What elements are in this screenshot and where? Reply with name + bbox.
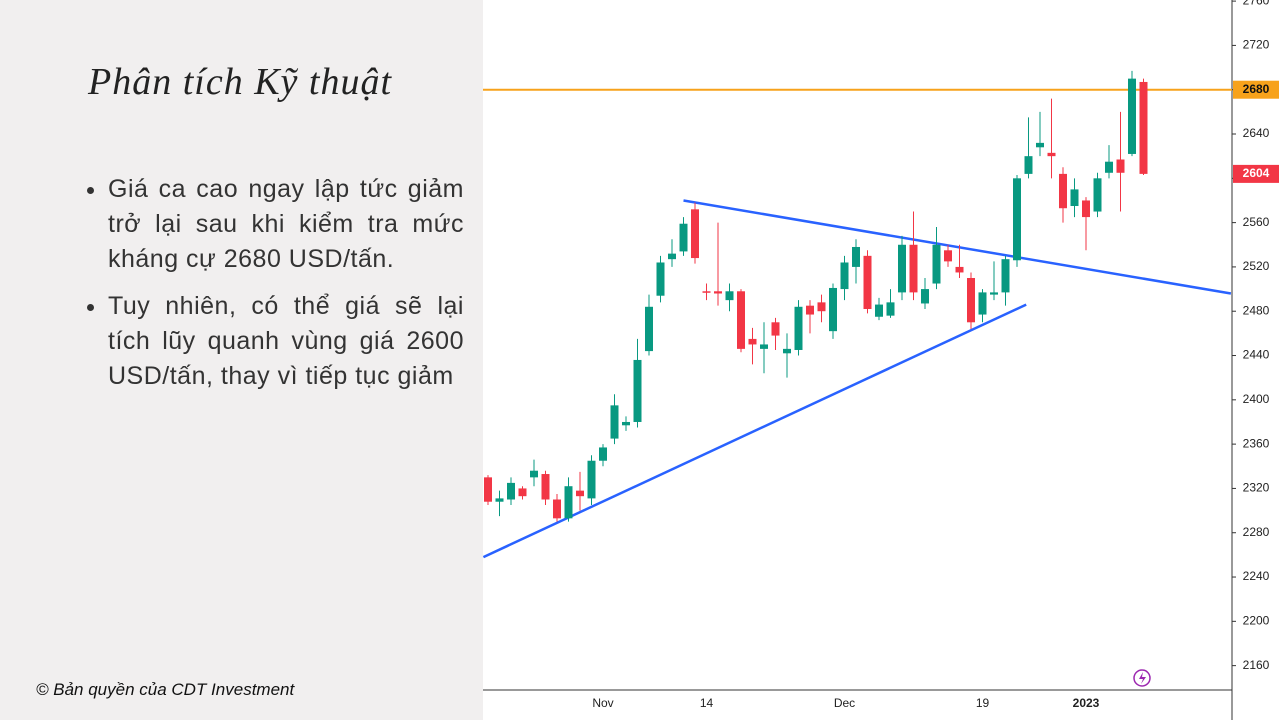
candle-body	[967, 277, 975, 323]
candle-body	[656, 262, 665, 296]
trendline	[683, 199, 1232, 295]
candle-body	[541, 474, 550, 500]
price-label-bg	[1233, 80, 1279, 99]
candle-body	[633, 359, 642, 422]
candle-body	[1139, 81, 1148, 174]
candle-body	[771, 322, 780, 336]
candle-body	[978, 292, 987, 315]
x-tick-label: 14	[700, 696, 714, 710]
candle-body	[921, 289, 929, 304]
y-tick-label: 2320	[1243, 481, 1270, 495]
candle-body	[1024, 156, 1033, 174]
y-tick-label: 2560	[1243, 215, 1270, 229]
candle-body	[610, 405, 619, 439]
candle-body	[1116, 159, 1125, 173]
candle-body	[794, 306, 803, 350]
candle-body	[944, 250, 952, 262]
candle-body	[806, 305, 814, 315]
y-tick-label: 2720	[1243, 38, 1270, 52]
slide-title: Phân tích Kỹ thuật	[88, 61, 393, 103]
price-label: 2604	[1243, 166, 1270, 180]
candle-body	[783, 348, 791, 354]
candle-body	[990, 292, 998, 295]
bullet: Giá ca cao ngay lập tức giảm trở lại sau…	[108, 172, 464, 277]
y-tick-label: 2280	[1243, 525, 1270, 539]
x-tick-label: 2023	[1073, 696, 1100, 710]
candle-body	[817, 302, 826, 312]
y-tick-label: 2240	[1243, 569, 1270, 583]
x-tick-label: 19	[976, 696, 990, 710]
candle-body	[530, 470, 538, 478]
candle-body	[518, 488, 527, 497]
y-tick-label: 2480	[1243, 303, 1270, 317]
y-tick-label: 2400	[1243, 392, 1270, 406]
candle-body	[679, 223, 688, 252]
bullet-list: Giá ca cao ngay lập tức giảm trở lại sau…	[84, 172, 464, 406]
y-tick-label: 2640	[1243, 126, 1270, 140]
trendline	[482, 303, 1027, 559]
candle-body	[829, 287, 837, 332]
candle-body	[1001, 259, 1010, 293]
candle-body	[1013, 178, 1021, 261]
candle-body	[909, 244, 918, 293]
copyright: © Bản quyền của CDT Investment	[36, 680, 295, 699]
candle-body	[852, 246, 860, 267]
candle-body	[886, 302, 895, 316]
y-tick-label: 2520	[1243, 259, 1270, 273]
bullet: Tuy nhiên, có thể giá sẽ lại tích lũy qu…	[108, 289, 464, 394]
candle-body	[714, 291, 722, 294]
y-tick-label: 2440	[1243, 348, 1270, 362]
candle-body	[932, 244, 941, 284]
y-tick-label: 2200	[1243, 614, 1270, 628]
x-tick-label: Nov	[592, 696, 613, 710]
y-tick-label: 2360	[1243, 436, 1270, 450]
candle-body	[576, 490, 584, 497]
candle-body	[1093, 178, 1102, 212]
candle-body	[1059, 173, 1067, 209]
candle-body	[1070, 189, 1079, 207]
candle-body	[599, 447, 607, 461]
candle-body	[691, 209, 699, 259]
price-label: 2680	[1243, 82, 1270, 96]
text-panel: Phân tích Kỹ thuật Giá ca cao ngay lập t…	[0, 0, 483, 720]
candle-body	[748, 338, 757, 345]
candle-body	[1047, 152, 1056, 157]
candle-body	[725, 291, 734, 301]
candle-body	[587, 460, 596, 499]
candle-body	[507, 482, 515, 500]
candle-body	[840, 262, 849, 290]
y-tick-label: 2160	[1243, 658, 1270, 672]
chart-bg	[483, 0, 1280, 720]
candle-body	[898, 244, 906, 293]
candle-body	[702, 291, 711, 293]
candle-body	[645, 306, 653, 352]
candle-body	[1105, 161, 1113, 173]
candle-body	[760, 344, 768, 349]
candle-body	[1036, 142, 1044, 148]
candle-body	[863, 255, 872, 310]
candle-body	[1082, 200, 1090, 218]
candle-body	[1128, 78, 1136, 154]
candle-body	[875, 304, 883, 317]
candle-body	[484, 477, 492, 502]
event-icon	[1133, 669, 1151, 687]
candle-body	[737, 291, 745, 349]
candle-body	[955, 266, 964, 273]
candle-body	[668, 253, 676, 260]
price-label-bg	[1233, 164, 1279, 183]
y-tick-label: 2760	[1243, 0, 1270, 7]
candle-body	[553, 499, 561, 519]
x-tick-label: Dec	[834, 696, 855, 710]
candle-body	[622, 421, 630, 426]
candle-body	[495, 498, 504, 502]
event-icon	[1139, 672, 1146, 684]
candle-body	[564, 486, 573, 519]
